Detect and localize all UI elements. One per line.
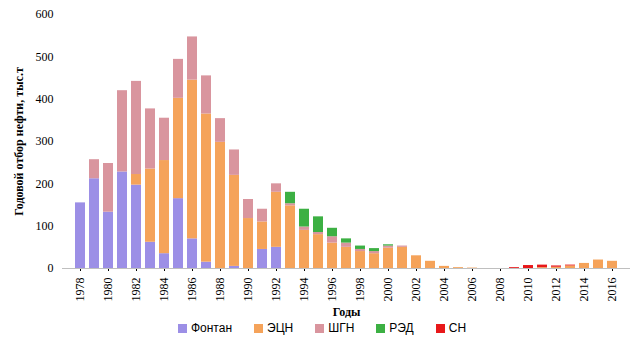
svg-text:1988: 1988 <box>213 278 227 302</box>
svg-text:1998: 1998 <box>353 278 367 302</box>
svg-text:400: 400 <box>36 92 54 106</box>
html-text:Фонтан: Фонтан <box>190 321 232 335</box>
svg-text:2016: 2016 <box>605 278 619 302</box>
svg-text:500: 500 <box>36 50 54 64</box>
svg-text:1990: 1990 <box>241 278 255 302</box>
svg-text:300: 300 <box>36 134 54 148</box>
html-text:ШГН: ШГН <box>328 321 355 335</box>
svg-text:1978: 1978 <box>73 278 87 302</box>
svg-text:100: 100 <box>36 219 54 233</box>
svg-text:2002: 2002 <box>409 278 423 302</box>
svg-text:1994: 1994 <box>297 278 311 302</box>
html-text:РЭД: РЭД <box>389 321 414 335</box>
svg-text:2010: 2010 <box>521 278 535 302</box>
svg-text:1986: 1986 <box>185 278 199 302</box>
svg-text:2014: 2014 <box>577 278 591 302</box>
svg-text:600: 600 <box>36 7 54 21</box>
svg-text:1982: 1982 <box>129 278 143 302</box>
svg-text:2004: 2004 <box>437 278 451 302</box>
svg-text:200: 200 <box>36 177 54 191</box>
svg-text:1992: 1992 <box>269 278 283 302</box>
svg-text:2000: 2000 <box>381 278 395 302</box>
html-text:ЭЦН: ЭЦН <box>267 321 294 335</box>
svg-text:Годы: Годы <box>333 305 361 319</box>
svg-text:1980: 1980 <box>101 278 115 302</box>
html-text:СН: СН <box>448 321 467 335</box>
svg-text:2012: 2012 <box>549 278 563 302</box>
svg-text:2008: 2008 <box>493 278 507 302</box>
svg-text:1984: 1984 <box>157 278 171 302</box>
svg-text:Годовой отбор нефти, тыс.т: Годовой отбор нефти, тыс.т <box>12 67 26 216</box>
svg-text:0: 0 <box>48 261 54 275</box>
svg-text:1996: 1996 <box>325 278 339 302</box>
svg-text:2006: 2006 <box>465 278 479 302</box>
